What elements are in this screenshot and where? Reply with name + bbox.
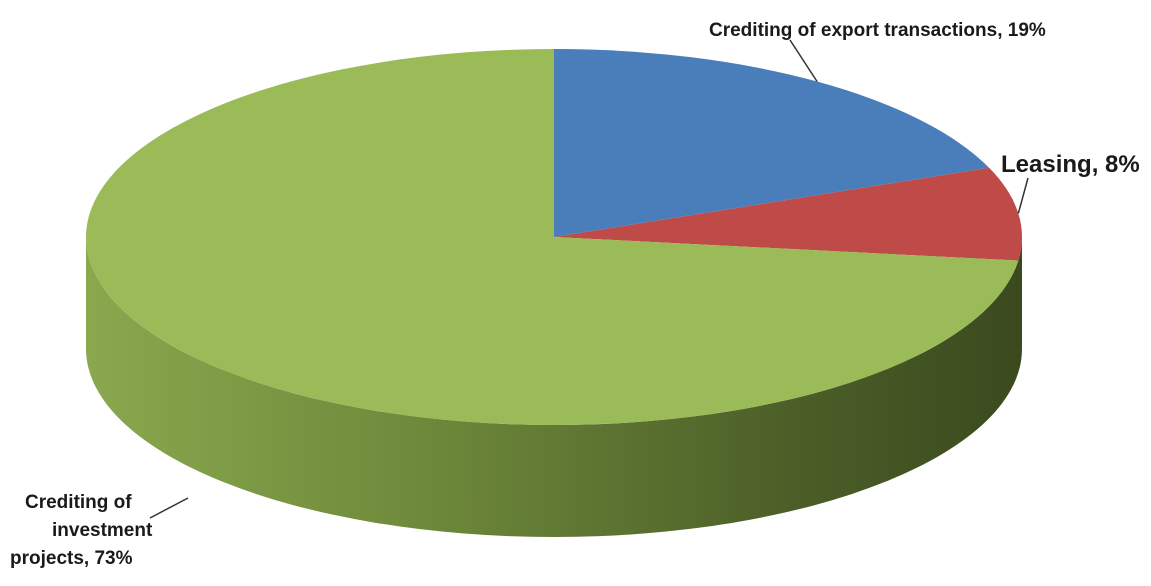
pie-slice-leasing: [554, 167, 1022, 261]
leader-line-investment: [149, 497, 189, 519]
data-label-investment-line-3: projects, 73%: [10, 548, 133, 569]
data-label-investment-line-1: Crediting of: [25, 492, 132, 513]
pie-side-wall: [86, 237, 1022, 537]
data-label-investment: Crediting of investment projects, 73%: [10, 492, 158, 569]
pie-slices: [86, 48, 1022, 425]
leader-line-leasing: [1017, 177, 1029, 214]
data-label-investment-line-2: investment: [52, 520, 153, 541]
pie-slice-investment: [86, 48, 1019, 425]
data-label-leasing: Leasing, 8%: [1001, 151, 1140, 178]
leader-line-export: [789, 39, 818, 82]
pie-slice-export: [554, 49, 990, 237]
leader-lines: [149, 39, 1029, 519]
pie-side-wall-investment: [86, 237, 1022, 537]
data-label-export: Crediting of export transactions, 19%: [709, 20, 1046, 41]
